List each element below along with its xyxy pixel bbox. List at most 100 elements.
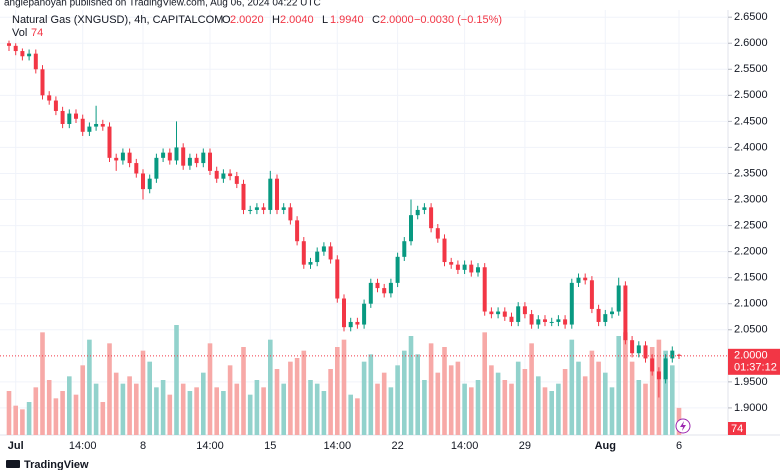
volume-bar xyxy=(93,383,99,435)
volume-bar xyxy=(113,372,119,435)
candle-body xyxy=(610,311,614,315)
volume-bar xyxy=(221,391,226,435)
volume-bar xyxy=(381,372,387,435)
candle-body xyxy=(415,209,420,216)
volume-bar xyxy=(321,391,327,435)
legend-key: O xyxy=(222,14,231,26)
volume-bar xyxy=(582,376,588,435)
candle-body xyxy=(449,262,454,265)
candle-body xyxy=(47,95,52,101)
legend-value: 1.9940 xyxy=(330,14,364,26)
volume-bar xyxy=(482,332,487,435)
candle-body xyxy=(556,319,561,322)
volume-bar xyxy=(408,336,414,435)
volume-bar xyxy=(167,394,173,435)
candle-body xyxy=(181,147,186,166)
volume-bar xyxy=(87,339,92,435)
candle-body xyxy=(40,69,45,96)
candle-body xyxy=(281,207,286,210)
y-tick-label: 2.3000 xyxy=(734,193,768,205)
x-tick-label: 14:00 xyxy=(196,440,224,452)
legend-value: 2.0020 xyxy=(230,14,264,26)
candle-body xyxy=(482,267,487,312)
flash-icon[interactable] xyxy=(675,418,691,434)
candle-body xyxy=(53,100,58,111)
volume-bar xyxy=(623,332,628,435)
legend-value: 2.0000 xyxy=(380,14,414,26)
volume-bar xyxy=(495,372,501,435)
volume-bar xyxy=(509,383,514,435)
volume-value: 74 xyxy=(31,27,43,39)
candle-body xyxy=(569,282,574,325)
candle-body xyxy=(603,314,608,322)
volume-label: Vol xyxy=(12,27,27,39)
x-tick-label: 29 xyxy=(519,440,531,452)
candle-body xyxy=(134,163,139,174)
candle-body xyxy=(301,241,306,265)
y-tick-label: 2.5000 xyxy=(734,89,768,101)
volume-bar xyxy=(649,347,655,435)
volume-bar xyxy=(502,380,508,435)
volume-bar xyxy=(308,380,313,435)
candle-body xyxy=(583,277,588,281)
volume-bar xyxy=(609,387,615,435)
volume-bar xyxy=(415,354,420,435)
volume-bar xyxy=(596,361,601,435)
volume-bar xyxy=(522,369,528,435)
volume-bar xyxy=(368,354,374,435)
volume-bar xyxy=(160,380,166,435)
candle-body xyxy=(643,345,648,359)
candle-body xyxy=(74,113,78,119)
volume-bar xyxy=(629,361,635,435)
candle-body xyxy=(455,264,460,270)
x-tick-label: 8 xyxy=(140,440,146,452)
candle-body xyxy=(208,152,212,171)
volume-bar xyxy=(549,391,554,435)
x-tick-label: 6 xyxy=(676,440,682,452)
candle-body xyxy=(295,220,300,242)
volume-bar xyxy=(60,391,65,435)
candle-body xyxy=(241,183,246,210)
logo-icon xyxy=(6,460,20,468)
candle-body xyxy=(663,358,668,380)
candle-body xyxy=(141,173,145,190)
volume-bar xyxy=(294,358,300,435)
legend-change: −0.0030 (−0.15%) xyxy=(414,14,502,26)
volume-bar xyxy=(247,394,253,435)
candle-body xyxy=(187,157,192,166)
x-tick-label: 15 xyxy=(264,440,276,452)
volume-bar xyxy=(73,394,79,435)
volume-bar xyxy=(261,387,266,435)
candle-body xyxy=(201,152,206,164)
last-price-label: 2.0000 xyxy=(734,350,768,362)
logo-text: TradingView xyxy=(24,459,89,470)
candle-body xyxy=(589,280,594,309)
volume-bar xyxy=(187,391,193,435)
volume-bar xyxy=(562,369,568,435)
candle-body xyxy=(516,306,521,322)
candle-body xyxy=(120,152,125,161)
legend-title: Natural Gas (XNGUSD), 4h, CAPITALCOM xyxy=(12,14,223,26)
candle-body xyxy=(576,277,581,283)
volume-bar xyxy=(375,383,380,435)
candle-body xyxy=(328,246,333,260)
y-tick-label: 1.9000 xyxy=(734,402,768,414)
candle-body xyxy=(308,262,313,265)
volume-bar xyxy=(395,365,400,435)
candle-body xyxy=(100,123,105,127)
candle-body xyxy=(650,358,655,372)
candle-body xyxy=(355,321,360,325)
volume-bar xyxy=(341,339,347,435)
candle-body xyxy=(107,126,112,158)
tradingview-logo: TradingView xyxy=(6,459,89,471)
volume-bar xyxy=(670,365,675,435)
candle-body xyxy=(462,264,467,270)
candle-body xyxy=(677,354,681,356)
volume-bar xyxy=(536,376,541,435)
candle-body xyxy=(670,350,675,359)
legend-value: 2.0040 xyxy=(280,14,314,26)
volume-bar xyxy=(388,387,394,435)
candle-body xyxy=(382,288,387,294)
volume-bar xyxy=(355,398,360,435)
y-tick-label: 2.4500 xyxy=(734,115,768,127)
